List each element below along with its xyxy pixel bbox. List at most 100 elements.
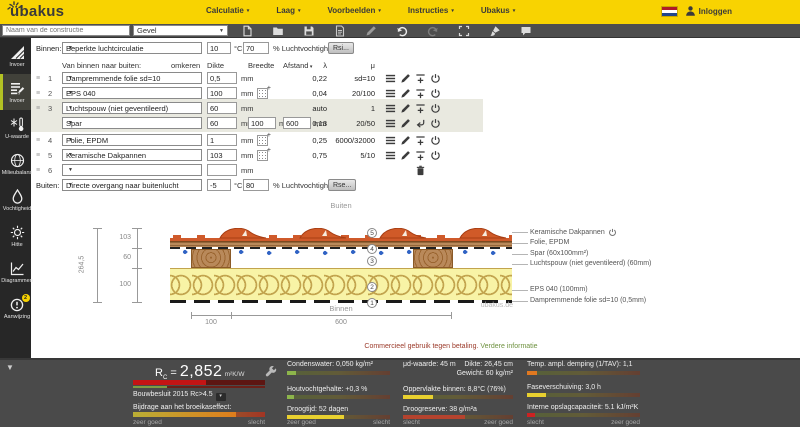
menu-calculatie[interactable]: Calculatie▾ — [206, 6, 249, 15]
sidebar-item-invoer-construction[interactable]: Invoer — [0, 38, 31, 74]
layer-info-icon[interactable] — [385, 73, 397, 85]
toggle-layer-icon[interactable] — [608, 228, 617, 237]
new-document-icon[interactable] — [241, 25, 253, 37]
ubakus-logo[interactable]: übakus — [10, 3, 64, 20]
dikte-input[interactable] — [207, 164, 237, 176]
edit-layer-icon[interactable] — [400, 88, 412, 100]
binnen-humidity-input[interactable] — [243, 42, 269, 54]
edit-layer-icon[interactable] — [400, 150, 412, 162]
material-select[interactable]: Spar — [62, 117, 202, 129]
insert-layer-icon[interactable] — [415, 103, 427, 115]
layer-marker-3[interactable]: 3 — [367, 256, 377, 266]
material-select[interactable]: EPS 040 — [62, 87, 202, 99]
rafter-block[interactable] — [191, 249, 231, 268]
drag-handle-icon[interactable]: ≡ — [36, 152, 40, 159]
fullscreen-icon[interactable] — [458, 25, 470, 37]
insert-layer-icon[interactable] — [415, 150, 427, 162]
material-select[interactable]: Dampremmende folie sd=10 — [62, 72, 202, 84]
roof-tiles-layer[interactable] — [170, 228, 512, 242]
edit-layer-icon[interactable] — [400, 135, 412, 147]
insert-layer-icon[interactable] — [415, 135, 427, 147]
edit-pen-icon[interactable] — [365, 25, 377, 37]
menu-instructies[interactable]: Instructies▾ — [408, 6, 454, 15]
dikte-input[interactable] — [207, 87, 237, 99]
buiten-humidity-input[interactable] — [243, 179, 269, 191]
insert-layer-icon[interactable] — [415, 73, 427, 85]
edit-layer-icon[interactable] — [400, 103, 412, 115]
open-folder-icon[interactable] — [272, 25, 284, 37]
toggle-layer-icon[interactable] — [430, 150, 442, 162]
rafter-block[interactable] — [413, 249, 453, 268]
breedte-input[interactable] — [248, 117, 276, 129]
material-select[interactable] — [62, 164, 202, 176]
sidebar-item-u-waarde[interactable]: U-waarde — [0, 110, 31, 146]
insulation-layer[interactable] — [170, 268, 512, 300]
layer-info-icon[interactable] — [385, 150, 397, 162]
texture-pattern-icon[interactable] — [257, 135, 268, 146]
sidebar-item-milieubalans[interactable]: Milieubalans — [0, 146, 31, 182]
delete-layer-icon[interactable] — [415, 165, 427, 177]
sidebar-item-aanwijzing[interactable]: 2 Aanwijzing — [0, 290, 31, 326]
buiten-temp-input[interactable] — [207, 179, 231, 191]
wrench-icon[interactable] — [265, 366, 277, 378]
texture-pattern-icon[interactable] — [257, 150, 268, 161]
layer-info-icon[interactable] — [385, 103, 397, 115]
rse-button[interactable]: Rse... — [328, 179, 356, 191]
menu-ubakus[interactable]: Ubakus▾ — [481, 6, 515, 15]
drag-handle-icon[interactable]: ≡ — [36, 137, 40, 144]
material-select[interactable]: Folie, EPDM — [62, 134, 202, 146]
material-select[interactable]: Luchtspouw (niet geventileerd) — [62, 102, 202, 114]
material-select[interactable]: Keramische Dakpannen — [62, 149, 202, 161]
dutch-flag-icon[interactable] — [661, 6, 678, 17]
toggle-layer-icon[interactable] — [430, 135, 442, 147]
sidebar-item-diagrammen[interactable]: Diagrammen — [0, 254, 31, 290]
layer-marker-5[interactable]: 5 — [367, 228, 377, 238]
dikte-input[interactable] — [207, 72, 237, 84]
reverse-link[interactable]: omkeren — [171, 61, 200, 70]
drag-handle-icon[interactable]: ≡ — [36, 75, 40, 82]
menu-voorbeelden[interactable]: Voorbeelden▾ — [328, 6, 381, 15]
toggle-layer-icon[interactable] — [430, 103, 442, 115]
drag-handle-icon[interactable]: ≡ — [36, 167, 40, 174]
construction-name-input[interactable] — [2, 25, 130, 36]
rsi-button[interactable]: Rsi... — [328, 42, 354, 54]
dikte-input[interactable] — [207, 117, 237, 129]
layer-info-icon[interactable] — [385, 118, 397, 130]
buiten-condition-select[interactable]: Directe overgang naar buitenlucht — [62, 179, 202, 191]
construction-type-select[interactable]: Gevel — [133, 25, 228, 36]
sidebar-item-invoer-layers[interactable]: Invoer — [0, 74, 31, 110]
merge-layer-icon[interactable] — [415, 118, 427, 130]
sidebar-item-hitte[interactable]: Hitte — [0, 218, 31, 254]
insert-layer-icon[interactable] — [415, 88, 427, 100]
paint-brush-icon[interactable] — [489, 25, 501, 37]
edit-layer-icon[interactable] — [400, 73, 412, 85]
collapse-panel-button[interactable] — [6, 363, 14, 372]
comments-icon[interactable] — [520, 25, 532, 37]
layer-marker-4[interactable]: 4 — [367, 244, 377, 254]
pdf-export-icon[interactable] — [334, 25, 346, 37]
requirement-select-icon[interactable] — [216, 393, 226, 401]
layer-marker-2[interactable]: 2 — [367, 282, 377, 292]
menu-laag[interactable]: Laag▾ — [276, 6, 300, 15]
binnen-condition-select[interactable]: Beperkte luchtcirculatie — [62, 42, 202, 54]
undo-icon[interactable] — [396, 25, 408, 37]
dikte-input[interactable] — [207, 102, 237, 114]
drag-handle-icon[interactable]: ≡ — [36, 105, 40, 112]
layer-info-icon[interactable] — [385, 88, 397, 100]
toggle-layer-icon[interactable] — [430, 88, 442, 100]
more-info-link[interactable]: Verdere informatie — [480, 343, 537, 350]
edit-layer-icon[interactable] — [400, 118, 412, 130]
layer-marker-1[interactable]: 1 — [367, 298, 377, 308]
toggle-layer-icon[interactable] — [430, 118, 442, 130]
redo-icon[interactable] — [427, 25, 439, 37]
login-button[interactable]: Inloggen — [685, 5, 732, 17]
sidebar-item-vochtigheid[interactable]: Vochtigheid — [0, 182, 31, 218]
toggle-layer-icon[interactable] — [430, 73, 442, 85]
dikte-input[interactable] — [207, 149, 237, 161]
texture-pattern-icon[interactable] — [257, 88, 268, 99]
dikte-input[interactable] — [207, 134, 237, 146]
binnen-temp-input[interactable] — [207, 42, 231, 54]
save-icon[interactable] — [303, 25, 315, 37]
layer-info-icon[interactable] — [385, 135, 397, 147]
drag-handle-icon[interactable]: ≡ — [36, 90, 40, 97]
